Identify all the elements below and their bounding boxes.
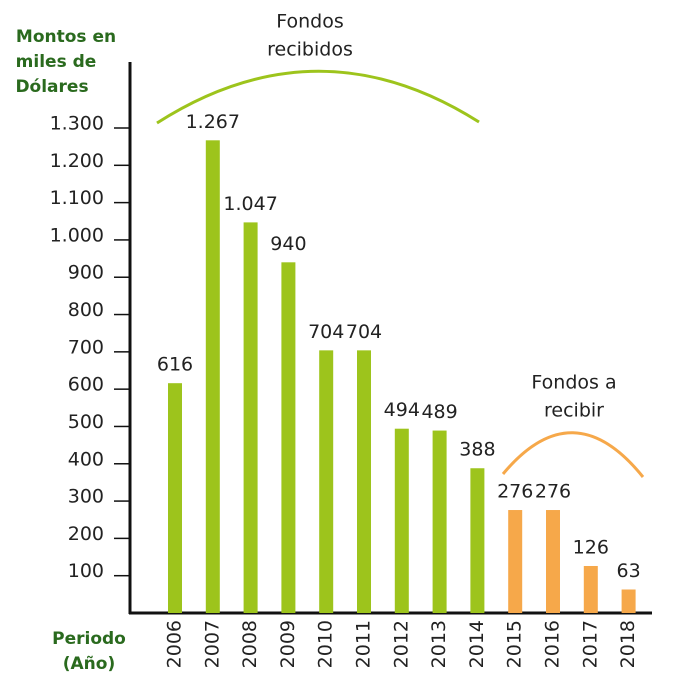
y-axis-title: miles de <box>16 52 97 72</box>
arc-to-receive <box>501 431 645 478</box>
y-tick-label: 100 <box>68 560 104 582</box>
bar <box>583 565 598 613</box>
bar <box>470 468 485 613</box>
x-tick-label: 2013 <box>428 620 450 668</box>
data-label: 940 <box>270 233 306 255</box>
x-tick-label: 2018 <box>617 620 639 668</box>
data-label: 63 <box>617 560 641 582</box>
x-tick-label: 2015 <box>504 620 526 668</box>
data-label: 489 <box>421 401 457 423</box>
bar <box>243 222 258 613</box>
x-axis-title: Periodo <box>52 629 126 649</box>
bar <box>432 430 447 613</box>
data-label: 704 <box>308 321 344 343</box>
bar <box>357 350 371 613</box>
y-tick-label: 1.000 <box>50 224 104 246</box>
y-axis-title: Dólares <box>15 77 88 97</box>
data-label: 126 <box>573 536 609 558</box>
x-tick-label: 2006 <box>164 620 186 668</box>
y-tick-label: 1.100 <box>50 187 104 209</box>
data-label: 1.267 <box>186 111 240 133</box>
data-label: 388 <box>459 439 495 461</box>
x-tick-label: 2016 <box>542 620 564 668</box>
annotation: recibir <box>544 400 604 422</box>
annotation: Fondos <box>276 11 344 33</box>
x-tick-label: 2007 <box>201 620 223 668</box>
data-label: 1.047 <box>223 193 277 215</box>
bar <box>508 510 523 613</box>
x-tick-label: 2014 <box>466 620 488 668</box>
y-tick-label: 1.200 <box>50 150 104 172</box>
y-tick-label: 500 <box>68 411 104 433</box>
y-tick-label: 200 <box>68 523 104 545</box>
x-tick-label: 2010 <box>315 620 337 668</box>
x-axis-title: (Año) <box>63 654 115 674</box>
x-tick-label: 2008 <box>239 620 261 668</box>
x-tick-label: 2012 <box>390 620 412 668</box>
y-tick-label: 400 <box>68 448 104 470</box>
bar <box>546 510 560 613</box>
bar <box>394 428 409 613</box>
arc-received <box>156 69 480 125</box>
y-axis-title: Montos en <box>16 27 116 47</box>
bar <box>205 140 220 614</box>
annotation: Fondos a <box>531 372 616 394</box>
data-label: 704 <box>346 321 382 343</box>
y-tick-label: 700 <box>68 336 104 358</box>
data-label: 616 <box>157 354 193 376</box>
y-tick-label: 900 <box>68 262 104 284</box>
annotation: recibidos <box>267 39 353 61</box>
x-tick-label: 2011 <box>353 620 375 668</box>
bar <box>621 589 636 613</box>
y-tick-label: 1.300 <box>50 113 104 135</box>
bar <box>281 262 296 613</box>
y-tick-label: 800 <box>68 299 104 321</box>
bar <box>168 383 182 613</box>
x-tick-label: 2009 <box>277 620 299 668</box>
y-tick-label: 600 <box>68 374 104 396</box>
bar <box>319 350 334 613</box>
data-label: 276 <box>497 481 533 503</box>
data-label: 494 <box>384 399 420 421</box>
x-tick-label: 2017 <box>579 620 601 668</box>
data-label: 276 <box>535 481 571 503</box>
y-tick-label: 300 <box>68 486 104 508</box>
